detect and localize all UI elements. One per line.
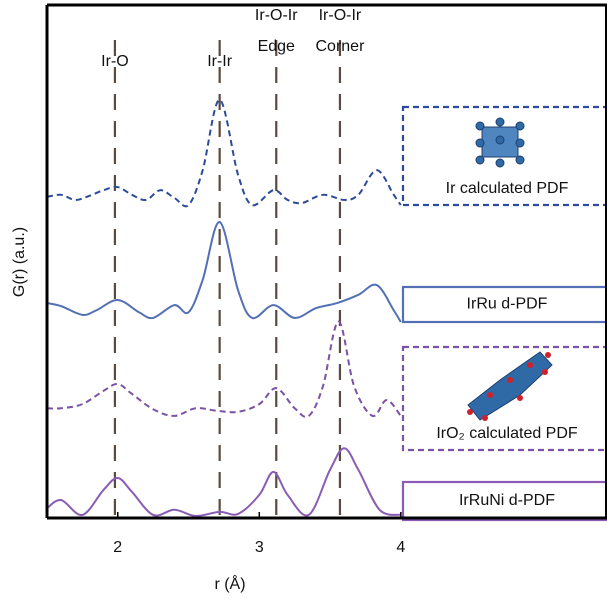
legend-box [401, 105, 607, 207]
reference-label: Ir-Ir [207, 53, 233, 70]
legend-label: Ir calculated PDF [446, 180, 569, 197]
series-line [46, 220, 402, 323]
x-axis-label: r (Å) [214, 574, 245, 593]
legend-box [401, 480, 607, 522]
series-line [46, 320, 402, 418]
iro2-crystal-icon [467, 351, 553, 421]
series-line [46, 98, 402, 208]
reference-label: Ir-O-Ir [319, 7, 362, 24]
x-tick-label: 2 [113, 539, 122, 556]
reference-label: Edge [258, 38, 295, 55]
legend-label: IrRu d-PDF [467, 296, 548, 313]
y-axis-label: G(r) (a.u.) [11, 227, 28, 297]
legend-label: IrO₂ calculated PDF [436, 425, 578, 442]
reference-label: Ir-O [101, 53, 129, 70]
series-line [46, 447, 402, 517]
ir-crystal-icon [475, 117, 525, 168]
reference-label: Corner [315, 38, 365, 55]
legend-box [401, 345, 607, 452]
reference-label: Ir-O-Ir [255, 7, 298, 24]
legend-box [401, 285, 607, 324]
x-tick-label: 3 [255, 539, 264, 556]
legend-label: IrRuNi d-PDF [459, 492, 555, 509]
x-tick-label: 4 [396, 539, 405, 556]
